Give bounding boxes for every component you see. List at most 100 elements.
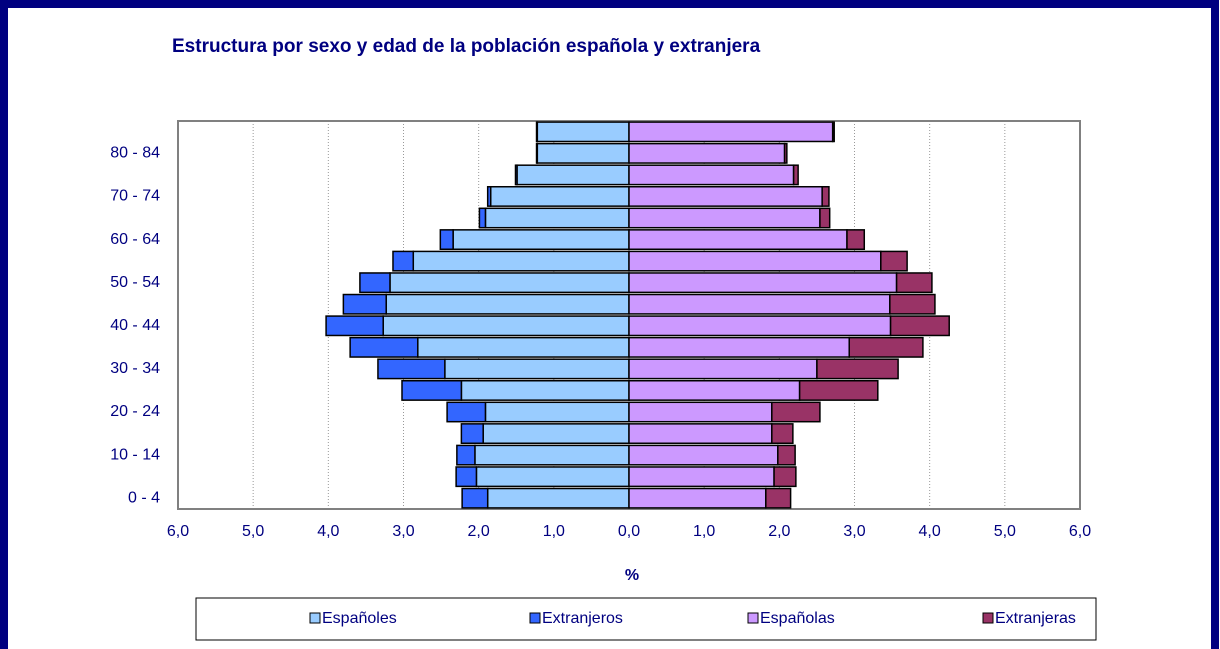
bar [628,315,892,337]
bar [628,466,775,488]
bar [417,336,630,358]
bar [628,142,786,164]
x-tick-label: 5,0 [994,523,1016,540]
bar [325,315,384,337]
x-tick-label: 4,0 [919,523,941,540]
x-tick-label: 2,0 [468,523,490,540]
bar [446,401,487,423]
x-tick-label: 6,0 [167,523,189,540]
bar [389,272,630,294]
plot-border [177,120,1081,510]
bar [474,444,630,466]
bar [385,293,630,315]
legend-swatch [747,612,759,624]
x-tick-label: 6,0 [1069,523,1091,540]
bar [628,164,795,186]
bar [401,379,463,401]
legend-swatch [982,612,994,624]
bar [535,121,539,143]
bar [460,379,630,401]
bar [444,358,630,380]
bar [392,250,415,272]
bar [889,315,950,337]
bar [783,142,788,164]
y-tick-label: 30 - 34 [110,360,160,377]
bar [765,487,792,509]
bar [819,207,831,229]
bar [535,142,539,164]
bar [536,121,630,143]
bar [889,293,936,315]
bar [628,250,882,272]
bar [486,185,492,207]
bar [359,272,391,294]
bar [628,207,821,229]
y-tick-label: 50 - 54 [110,274,160,291]
bar [628,358,818,380]
bar [482,423,630,445]
bar [777,444,796,466]
bar [439,229,454,251]
bar [628,487,767,509]
bar [516,164,630,186]
bar [382,315,630,337]
bar [460,423,484,445]
bar [628,272,898,294]
bar [816,358,899,380]
x-axis-label: % [625,567,639,584]
bar [628,401,773,423]
bar [771,423,794,445]
legend-swatch [529,612,541,624]
legend-label: Españoles [322,610,397,627]
legend-label: Extranjeros [542,610,623,627]
y-tick-label: 80 - 84 [110,145,160,162]
bar [455,466,478,488]
bar [771,401,821,423]
y-tick-label: 20 - 24 [110,403,160,420]
x-tick-label: 1,0 [693,523,715,540]
bar [456,444,476,466]
bar [628,293,891,315]
bar [831,121,835,143]
bar [478,207,487,229]
bar [452,229,630,251]
legend-label: Españolas [760,610,835,627]
bar [895,272,933,294]
bar [628,423,773,445]
chart-title: Estructura por sexo y edad de la poblaci… [172,36,761,57]
bar [628,121,834,143]
bar [514,164,518,186]
x-tick-label: 5,0 [242,523,264,540]
bar [880,250,908,272]
bar [792,164,799,186]
y-tick-label: 10 - 14 [110,446,160,463]
bar [475,466,630,488]
y-tick-label: 70 - 74 [110,188,160,205]
bar [489,185,630,207]
bar [377,358,446,380]
y-tick-label: 40 - 44 [110,317,160,334]
x-tick-label: 0,0 [618,523,640,540]
bar [773,466,797,488]
bar [628,444,779,466]
y-tick-label: 0 - 4 [128,489,160,506]
x-tick-label: 1,0 [543,523,565,540]
legend-swatch [309,612,321,624]
x-tick-label: 4,0 [317,523,339,540]
bar [461,487,489,509]
bar [349,336,419,358]
bar [628,229,848,251]
bar [821,185,830,207]
bar [536,142,630,164]
legend-label: Extranjeras [995,610,1076,627]
legend-box [195,597,1097,641]
bar [846,229,866,251]
bar [484,401,630,423]
bar [628,336,850,358]
bar [486,487,630,509]
bar [628,379,801,401]
y-tick-label: 60 - 64 [110,231,160,248]
bar [848,336,924,358]
